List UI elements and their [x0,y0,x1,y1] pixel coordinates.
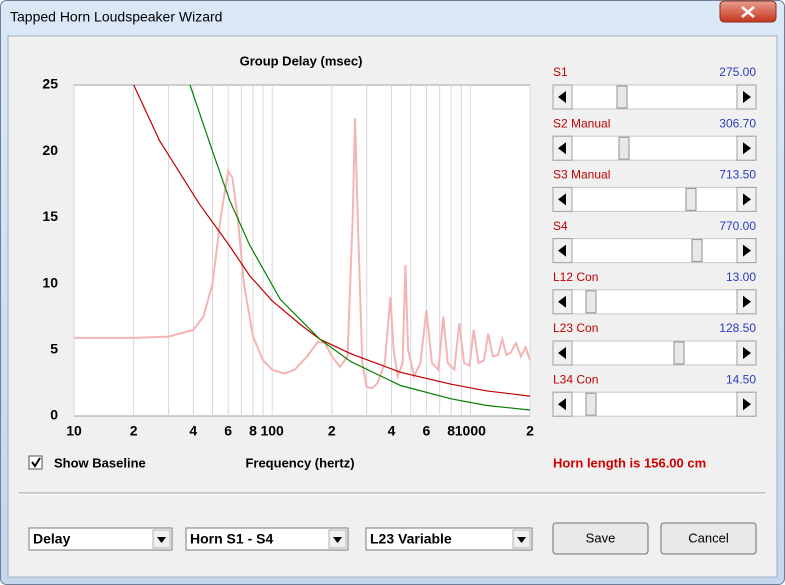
dropdown[interactable] [365,527,533,551]
dropdown-text[interactable]: Delay [33,531,71,547]
slider-value: 13.00 [726,270,756,284]
y-tick-label: 20 [42,142,58,158]
scrollbar-track[interactable] [552,238,757,264]
y-tick-label: 10 [42,274,58,290]
slider-label: S2 Manual [553,116,610,130]
arrow-right [743,91,751,103]
slider-label: S1 [553,65,568,79]
scroll-thumb[interactable] [685,187,697,211]
x-tick-label: 1000 [455,423,486,439]
status-text: Horn length is 156.00 cm [553,455,706,470]
scrollbar-track[interactable] [552,186,757,212]
x-tick-label: 2 [526,423,534,439]
arrow-right [743,193,751,206]
arrow-right [743,347,751,359]
chart-title: Group Delay (msec) [240,53,363,68]
scrollbar-track[interactable] [552,84,757,110]
x-tick-label: 6 [224,423,232,439]
slider-value: 306.70 [719,116,756,130]
dropdown[interactable] [28,527,173,551]
series-line [74,118,531,390]
close-icon [741,6,755,18]
arrow-right [743,142,751,155]
window-title: Tapped Horn Loudspeaker Wizard [10,9,222,25]
scrollbar-track[interactable] [552,135,757,161]
arrow-right [743,398,751,411]
button-label[interactable]: Save [586,530,616,545]
slider-label: L23 Con [553,321,598,335]
scroll-thumb[interactable] [585,290,597,314]
arrow-left [558,193,566,206]
slider-value: 770.00 [719,219,756,233]
x-tick-label: 8 [447,423,455,439]
arrow-left [558,244,566,257]
y-tick-label: 5 [50,341,58,357]
x-tick-label: 4 [388,423,396,439]
scroll-thumb[interactable] [673,341,685,365]
y-tick-label: 25 [42,76,58,92]
series-line [133,84,531,397]
arrow-left [558,91,566,103]
slider-label: L12 Con [553,270,598,284]
scroll-thumb[interactable] [618,136,630,160]
slider-value: 128.50 [719,321,756,335]
button[interactable] [660,522,757,555]
dropdown-arrow [517,537,526,543]
slider-value: 275.00 [719,65,756,79]
x-tick-label: 4 [189,423,197,439]
arrow-left [558,347,566,359]
scrollbar-track[interactable] [552,340,757,366]
scroll-thumb[interactable] [585,392,597,416]
x-tick-label: 2 [130,423,138,439]
slider-value: 14.50 [726,372,756,386]
x-tick-label: 2 [328,423,336,439]
button-label[interactable]: Cancel [688,530,729,545]
x-tick-label: 6 [422,423,430,439]
arrow-right [743,295,751,308]
slider-label: S3 Manual [553,168,610,182]
y-tick-label: 15 [42,208,58,224]
scroll-thumb[interactable] [691,239,703,263]
x-axis-label: Frequency (hertz) [245,455,354,470]
arrow-left [558,398,566,411]
scrollbar-track[interactable] [552,289,757,315]
arrow-left [558,295,566,308]
slider-value: 713.50 [719,168,756,182]
check-mark [31,457,41,468]
dropdown-text[interactable]: L23 Variable [370,531,452,547]
checkbox-label[interactable]: Show Baseline [54,455,146,470]
y-tick-label: 0 [50,407,58,423]
dropdown-arrow [157,537,166,543]
slider-label: S4 [553,219,568,233]
dropdown-arrow [333,537,342,543]
x-tick-label: 10 [66,423,82,439]
scrollbar-track[interactable] [552,391,757,417]
series-line [189,84,531,411]
x-tick-label: 100 [260,423,284,439]
dropdown-text[interactable]: Horn S1 - S4 [190,531,273,547]
arrow-right [743,244,751,257]
button[interactable] [552,522,649,555]
arrow-left [558,142,566,155]
x-tick-label: 8 [249,423,257,439]
dropdown[interactable] [185,527,349,551]
scroll-thumb[interactable] [616,85,628,109]
slider-label: L34 Con [553,372,598,386]
